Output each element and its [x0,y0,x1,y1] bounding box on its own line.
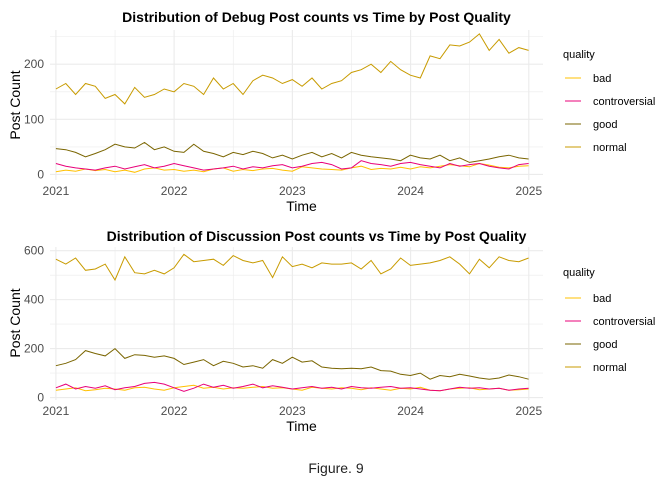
chart-title: Distribution of Discussion Post counts v… [107,228,527,244]
x-tick-label: 2025 [515,184,542,198]
chart-panel-2: Distribution of Discussion Post counts v… [7,228,655,434]
x-tick-label: 2023 [279,404,306,418]
x-axis-label: Time [286,198,317,214]
y-tick-label: 200 [24,57,44,71]
y-tick-label: 400 [24,293,44,307]
legend: quality bad controversial good normal [563,267,655,374]
series-line-normal [55,33,529,105]
y-tick-label: 0 [37,391,44,405]
series-line-good [55,347,529,380]
series-line-controversial [55,160,529,171]
x-tick-label: 2025 [515,404,542,418]
x-tick-label: 2023 [279,184,306,198]
chart-canvas: Distribution of Debug Post counts vs Tim… [7,9,655,434]
series-line-good [55,141,529,163]
x-tick-label: 2022 [161,184,188,198]
legend-label-normal: normal [593,362,627,374]
legend-title: quality [563,49,595,61]
chart-title: Distribution of Debug Post counts vs Tim… [122,9,511,25]
series-line-controversial [55,381,529,392]
x-tick-label: 2021 [43,184,70,198]
legend-title: quality [563,267,595,279]
legend-label-controversial: controversial [593,316,655,328]
x-tick-label: 2021 [43,404,70,418]
x-tick-label: 2024 [397,404,424,418]
y-axis-label: Post Count [7,70,23,139]
y-tick-label: 200 [24,342,44,356]
y-tick-label: 600 [24,244,44,258]
x-axis-label: Time [286,418,317,434]
legend-label-good: good [593,339,617,351]
legend-label-good: good [593,119,617,131]
legend-label-bad: bad [593,293,611,305]
series-line-bad [55,162,529,173]
legend: quality bad controversial good normal [563,49,655,154]
x-tick-label: 2024 [397,184,424,198]
chart-panel-1: Distribution of Debug Post counts vs Tim… [7,9,655,214]
y-tick-label: 0 [37,167,44,181]
legend-label-normal: normal [593,142,627,154]
legend-label-controversial: controversial [593,96,655,108]
figure-caption: Figure. 9 [308,460,364,476]
x-tick-label: 2022 [161,404,188,418]
y-tick-label: 100 [24,112,44,126]
legend-label-bad: bad [593,73,611,85]
series-line-normal [55,253,529,282]
y-axis-label: Post Count [7,288,23,357]
